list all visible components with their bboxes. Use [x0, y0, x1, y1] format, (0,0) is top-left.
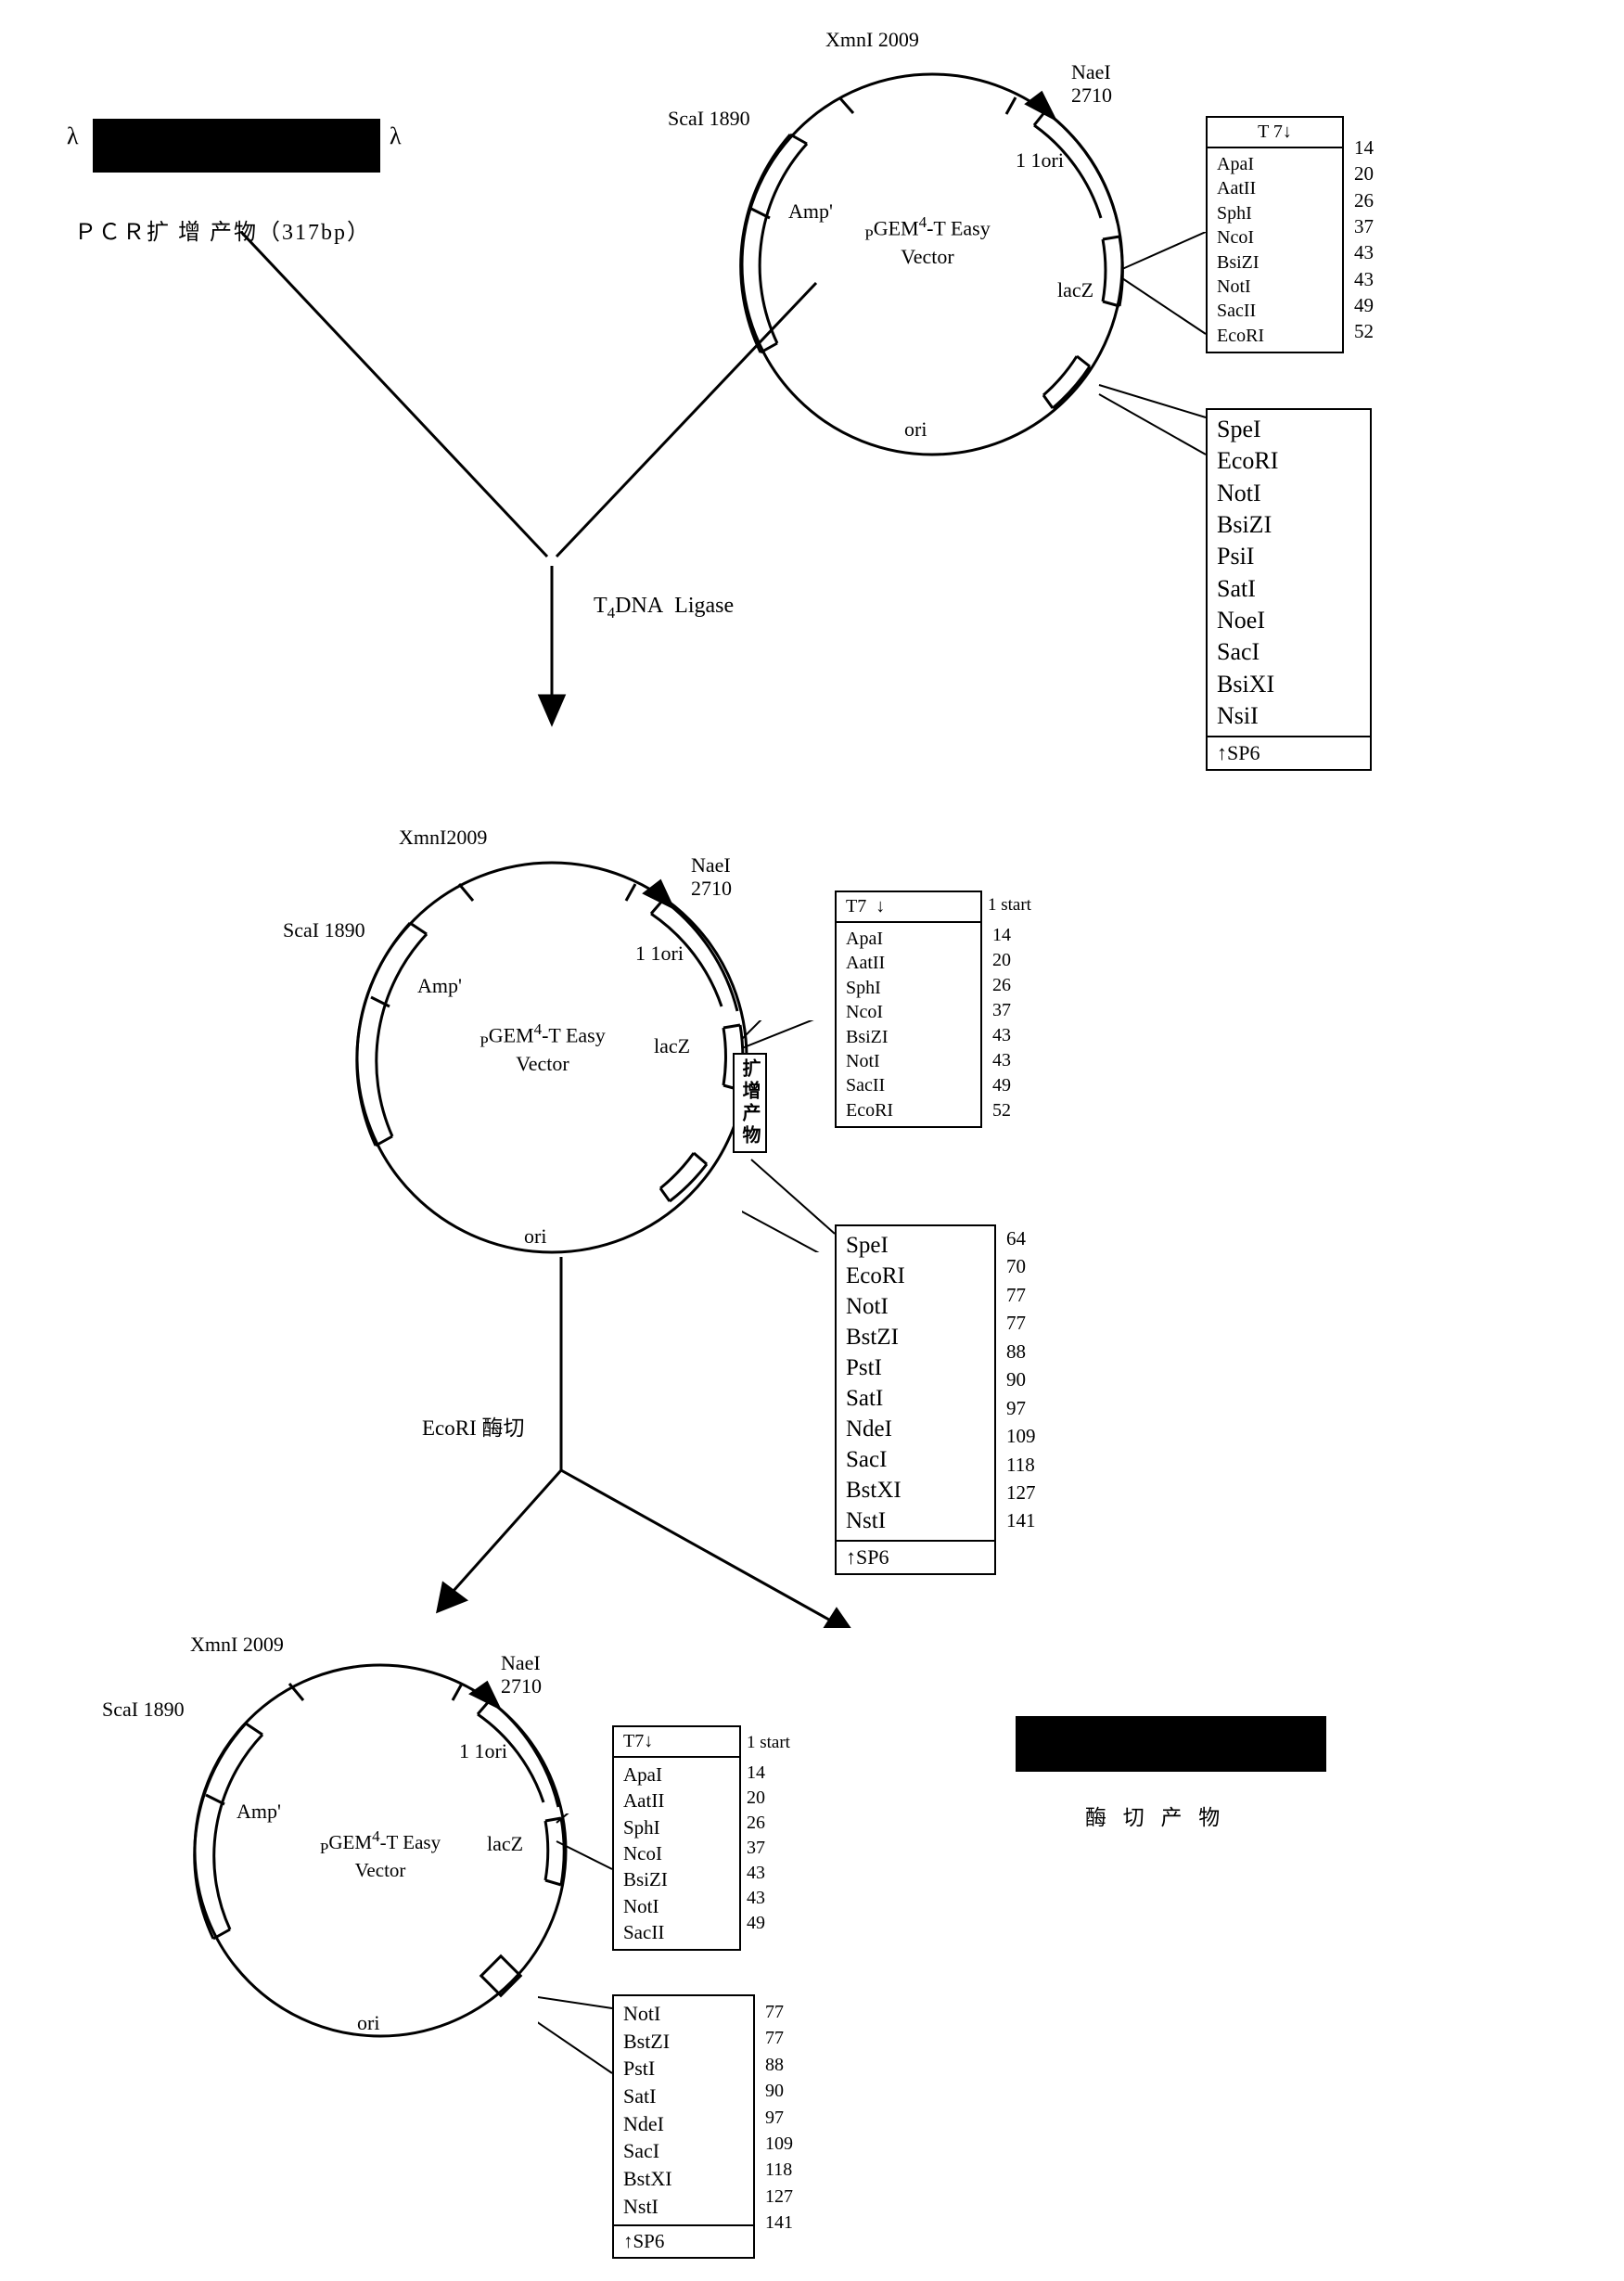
mcs-mid-pos2: 64 70 77 77 88 90 97 109 118 127 141	[1006, 1224, 1036, 1535]
leader-mid	[742, 1020, 863, 1252]
plasmid-bot-f1ori: 1 1ori	[459, 1739, 507, 1763]
mcs-top-pos1: 14 20 26 37 43 43 49 52	[1354, 135, 1374, 345]
mcs-top-box1: T 7↓ ApaI AatII SphI NcoI BsiZI NotI Sac…	[1206, 116, 1344, 353]
mcs-bot-pos1: 14 20 26 37 43 43 49	[747, 1761, 765, 1936]
plasmid-bot-ori: ori	[357, 2011, 379, 2035]
enzyme-product-blackbox	[1016, 1716, 1326, 1772]
plasmid-top-amp: Amp'	[788, 199, 833, 224]
mcs-bot-footer: ↑SP6	[614, 2226, 753, 2257]
plasmid-bot-amp: Amp'	[237, 1800, 281, 1824]
leader-top	[1085, 232, 1224, 464]
plasmid-bot-scaI: ScaI 1890	[102, 1698, 185, 1722]
plasmid-top-scaI: ScaI 1890	[668, 107, 750, 131]
plasmid-top-ori: ori	[904, 417, 927, 442]
plasmid-top-naeI1: NaeI	[1071, 60, 1111, 84]
plasmid-mid-ori: ori	[524, 1224, 546, 1249]
mcs-top-footer: ↑SP6	[1208, 737, 1370, 769]
plasmid-bot-naeI1: NaeI	[501, 1651, 541, 1675]
plasmid-mid-lacz: lacZ	[654, 1034, 690, 1058]
plasmid-mid-naeI1: NaeI	[691, 853, 731, 878]
mcs-top-list2: SpeI EcoRI NotI BsiZI PsiI SatI NoeI Sac…	[1208, 410, 1370, 736]
plasmid-mid-xmnI: XmnI2009	[399, 826, 487, 850]
mcs-bot-header: T7↓	[614, 1727, 739, 1758]
ecori-label: EcoRI 酶切	[422, 1410, 525, 1442]
plasmid-mid-amp: Amp'	[417, 974, 462, 998]
diagram-stage: λ λ ＰＣＲ扩 增 产物（317bp）	[19, 19, 1624, 2262]
pcr-blackbox	[93, 119, 380, 173]
leader-bot	[538, 1813, 649, 2092]
ligase-label: T4DNA Ligase	[594, 594, 734, 622]
mcs-top-box2: SpeI EcoRI NotI BsiZI PsiI SatI NoeI Sac…	[1206, 408, 1372, 771]
mcs-bot-pos2: 77 77 88 90 97 109 118 127 141	[765, 1999, 793, 2236]
plasmid-top-naeI2: 2710	[1071, 83, 1112, 108]
mcs-top-list1: ApaI AatII SphI NcoI BsiZI NotI SacII Ec…	[1208, 148, 1342, 352]
enzyme-product-caption: 酶 切 产 物	[1085, 1800, 1225, 1831]
plasmid-bot-title: PGEM4-T EasyVector	[288, 1827, 473, 1882]
mcs-top-header: T 7↓	[1208, 118, 1342, 148]
plasmid-bot-naeI2: 2710	[501, 1674, 542, 1698]
plasmid-bot-lacz: lacZ	[487, 1832, 523, 1856]
plasmid-top-f1ori: 1 1ori	[1016, 148, 1064, 173]
plasmid-top-title: PGEM4-T EasyVector	[835, 213, 1020, 270]
plasmid-top-xmnI: XmnI 2009	[825, 28, 919, 52]
mcs-mid-header: T7 ↓	[837, 892, 980, 923]
ecori-arrows	[417, 1257, 881, 1628]
plasmid-mid-naeI2: 2710	[691, 877, 732, 901]
plasmid-bot-xmnI: XmnI 2009	[190, 1633, 284, 1657]
mcs-mid-pos1: 14 20 26 37 43 43 49 52	[992, 923, 1011, 1123]
mcs-mid-header-side: 1 start	[988, 895, 1031, 916]
ligase-arrows	[204, 232, 853, 733]
lambda-left: λ	[67, 122, 79, 150]
plasmid-mid-scaI: ScaI 1890	[283, 918, 365, 942]
plasmid-mid-f1ori: 1 1ori	[635, 942, 684, 966]
mcs-bot-header-side: 1 start	[747, 1733, 790, 1753]
lambda-right: λ	[390, 122, 402, 150]
plasmid-mid-title: PGEM4-T EasyVector	[450, 1020, 635, 1077]
